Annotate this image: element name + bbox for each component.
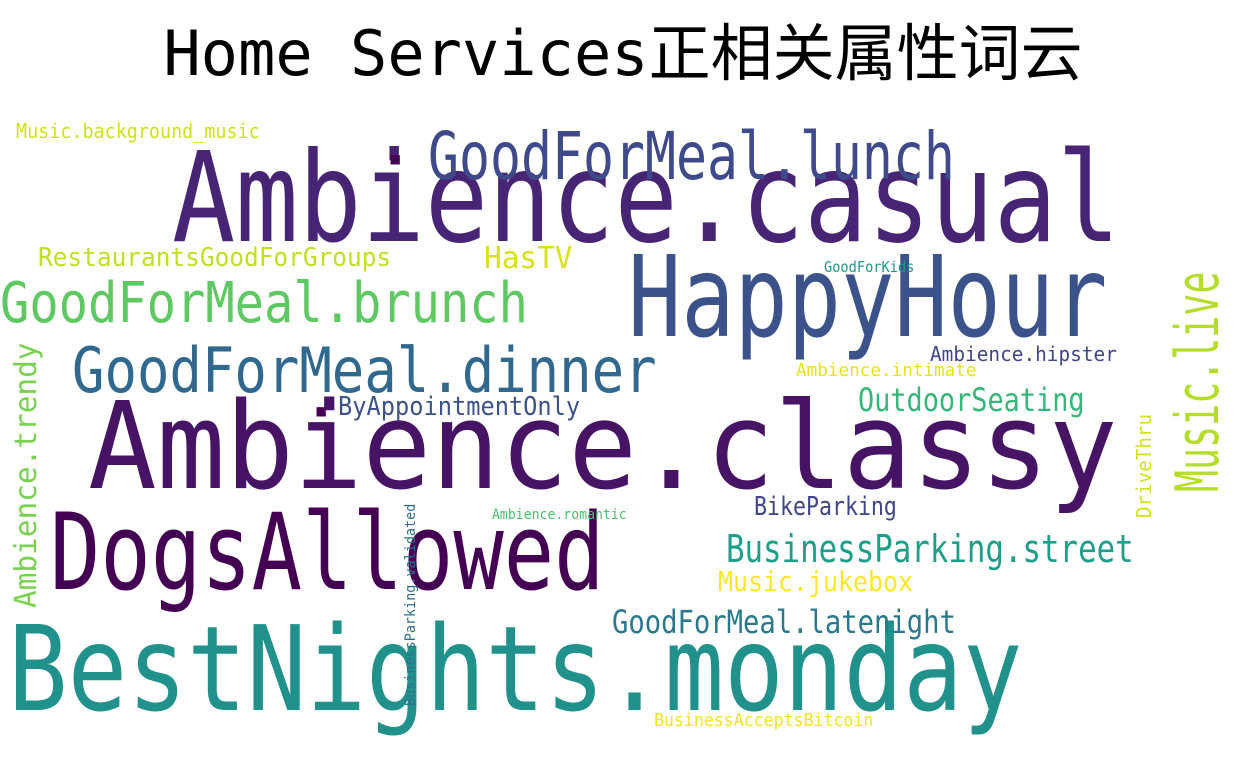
word-goodformeal-lunch: GoodForMeal.lunch — [428, 118, 955, 195]
word-ambience-hipster: Ambience.hipster — [930, 342, 1117, 366]
word-ambience-casual: Ambience.casual — [172, 126, 1121, 271]
word-music-jukebox: Music.jukebox — [718, 565, 914, 598]
figure-title: Home Services正相关属性词云 — [163, 17, 1083, 90]
word-goodformeal-dinner: GoodForMeal.dinner — [72, 334, 657, 407]
word-ambience-trendy: Ambience.trendy — [9, 342, 44, 608]
word-fragment-mark: ▪ — [388, 144, 403, 172]
word-bestnights-monday: BestNights.monday — [8, 600, 1023, 738]
word-happyhour: HappyHour — [628, 233, 1108, 363]
word-music-background-music: Music.background_music — [16, 119, 260, 143]
word-drivethru: DriveThru — [1132, 413, 1156, 518]
word-hastv: HasTV — [484, 241, 573, 276]
word-bikeparking: BikeParking — [754, 492, 897, 522]
word-businessacceptsbitcoin: BusinessAcceptsBitcoin — [654, 710, 874, 731]
word-fragment-mark: ▪ — [314, 396, 329, 424]
word-businessparking-validated: BusinessParking.validated — [403, 503, 419, 706]
word-music-live: Music.live — [1163, 271, 1233, 492]
word-outdoorseating: OutdoorSeating — [858, 381, 1085, 419]
word-byappointmentonly: ByAppointmentOnly — [338, 392, 581, 422]
word-businessparking-street: BusinessParking.street — [726, 527, 1134, 571]
word-goodformeal-brunch: GoodForMeal.brunch — [0, 271, 528, 336]
word-ambience-intimate: Ambience.intimate — [796, 360, 977, 381]
word-goodformeal-latenight: GoodForMeal.latenight — [612, 603, 956, 641]
word-ambience-classy: Ambience.classy — [88, 378, 1118, 517]
word-goodforkids: GoodForKids — [824, 258, 915, 276]
word-dogsallowed: DogsAllowed — [50, 491, 605, 614]
word-ambience-romantic: Ambience.romantic — [492, 507, 627, 523]
word-restaurantsgoodforgroups: RestaurantsGoodForGroups — [38, 243, 392, 273]
